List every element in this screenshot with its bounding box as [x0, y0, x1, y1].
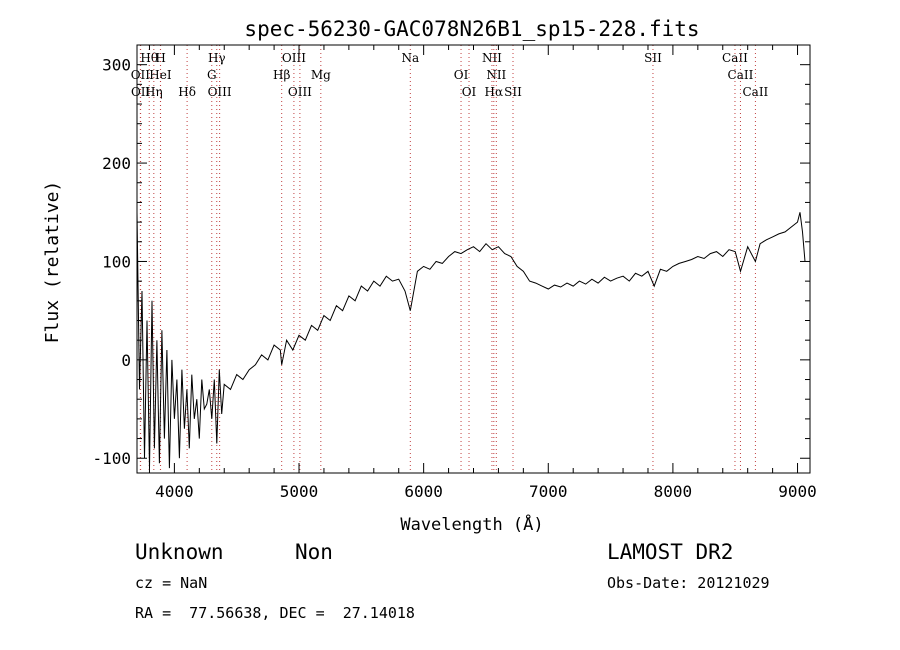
line-marker-label: Hδ — [178, 85, 196, 99]
y-tick-label: 0 — [121, 351, 131, 370]
line-marker-label: NII — [486, 68, 506, 82]
line-marker-label: SII — [504, 85, 522, 99]
line-marker-label: Hβ — [273, 68, 290, 82]
line-marker-label: OII — [131, 85, 151, 99]
line-marker-label: Hα — [485, 85, 504, 99]
line-marker-label: Hη — [145, 85, 163, 99]
line-marker-label: Hγ — [208, 51, 226, 65]
y-tick-label: 300 — [102, 56, 131, 75]
line-marker-label: SII — [644, 51, 662, 65]
x-tick-label: 8000 — [654, 482, 693, 501]
line-marker-label: Mg — [311, 68, 331, 82]
cz-value: cz = NaN — [135, 574, 208, 592]
chart-title: spec-56230-GAC078N26B1_sp15-228.fits — [244, 17, 699, 41]
survey-label: LAMOST DR2 — [607, 540, 734, 564]
axis-ticks: 4000 5000 6000 7000 8000 9000 -100 0 100 200 300 — [92, 44, 817, 501]
x-tick-label: 4000 — [155, 482, 194, 501]
x-tick-label: 5000 — [280, 482, 319, 501]
line-marker-label: NII — [482, 51, 502, 65]
x-tick-label: 7000 — [529, 482, 568, 501]
line-marker-label: CaII — [722, 51, 748, 65]
line-marker-label: OIII — [282, 51, 306, 65]
line-marker-label: CaII — [742, 85, 768, 99]
y-tick-label: 100 — [102, 252, 131, 271]
subclass-label: Non — [295, 540, 333, 564]
line-marker-label: OI — [454, 68, 469, 82]
y-tick-label: 200 — [102, 154, 131, 173]
line-marker-label: HeI — [149, 68, 172, 82]
class-label: Unknown — [135, 540, 224, 564]
x-tick-label: 9000 — [778, 482, 817, 501]
plot-frame — [136, 44, 811, 474]
spectrum-line — [136, 212, 806, 469]
line-marker-label: OI — [462, 85, 477, 99]
line-marker-label: CaII — [728, 68, 754, 82]
coordinates: RA = 77.56638, DEC = 27.14018 — [135, 604, 415, 622]
x-axis-label: Wavelength (Å) — [400, 513, 543, 535]
obs-date: Obs-Date: 20121029 — [607, 574, 770, 592]
line-marker-label: OII — [131, 68, 151, 82]
line-marker-label: Na — [401, 51, 419, 65]
x-tick-label: 6000 — [404, 482, 443, 501]
line-marker-label: G — [207, 68, 217, 82]
y-tick-label: -100 — [92, 449, 131, 468]
line-marker-label: OIII — [288, 85, 312, 99]
y-axis-label: Flux (relative) — [42, 181, 63, 344]
line-marker-label: OIII — [208, 85, 232, 99]
